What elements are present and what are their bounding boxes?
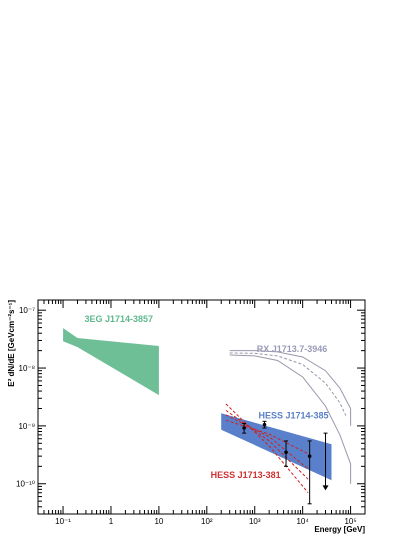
x-tick-label: 10⁵ [344,517,356,526]
x-tick-label: 10⁴ [296,517,309,526]
curve-hess-j1713-381-line-1 [225,403,309,494]
curve-rx-j1713-7-3946-lower [229,354,352,484]
data-point-3 [307,454,312,458]
data-point-2 [284,450,288,455]
label-3eg-j1714-3857: 3EG J1714-3857 [84,314,153,324]
y-tick-label: 10⁻⁸ [19,364,36,373]
plot-frame [37,299,366,515]
upper-limit-arrow [322,485,329,491]
y-tick-label: 10⁻¹⁰ [16,480,35,489]
label-hess-j1714-385: HESS J1714-385 [259,410,329,420]
x-axis-title: Energy [GeV] [314,525,365,534]
x-tick-label: 10⁻¹ [55,517,71,526]
label-rx-j1713-7-3946: RX J1713.7-3946 [257,344,328,354]
x-tick-label: 10³ [249,517,261,526]
data-point-1 [262,422,267,427]
x-tick-label: 10 [154,517,163,526]
curve-rx-j1713-7-3946-middle [229,352,347,416]
y-tick-label: 10⁻⁷ [19,306,35,315]
curve-rx-j1713-7-3946-upper [229,350,352,426]
curve-hess-j1713-381-line-2 [225,409,309,480]
y-tick-label: 10⁻⁹ [18,422,35,431]
band-hess-j1714-385 [221,413,332,481]
y-axis-title: E² dN/dE [GeVcm⁻²s⁻¹] [7,300,16,387]
x-tick-label: 10² [201,517,213,526]
band-3eg-j1714-3857 [63,328,159,396]
x-tick-label: 1 [109,517,114,526]
source-labels: 3EG J1714-3857 RX J1713.7-3946 HESS J1714-… [84,314,328,480]
label-hess-j1713-381: HESS J1713-381 [211,470,281,480]
bands [63,328,332,481]
data-points [242,420,329,505]
curves [225,350,352,494]
curve-hess-j1713-381-line-4 [225,419,309,455]
data-point-0 [242,426,246,430]
curve-hess-j1713-381-line-3 [225,414,309,470]
axis-ticks: 10⁻¹ 1 10 10² 10³ 10⁴ 10⁵ 10⁻¹⁰ 10⁻⁹ 10⁻⁸ 10⁻⁷ [16,300,366,526]
